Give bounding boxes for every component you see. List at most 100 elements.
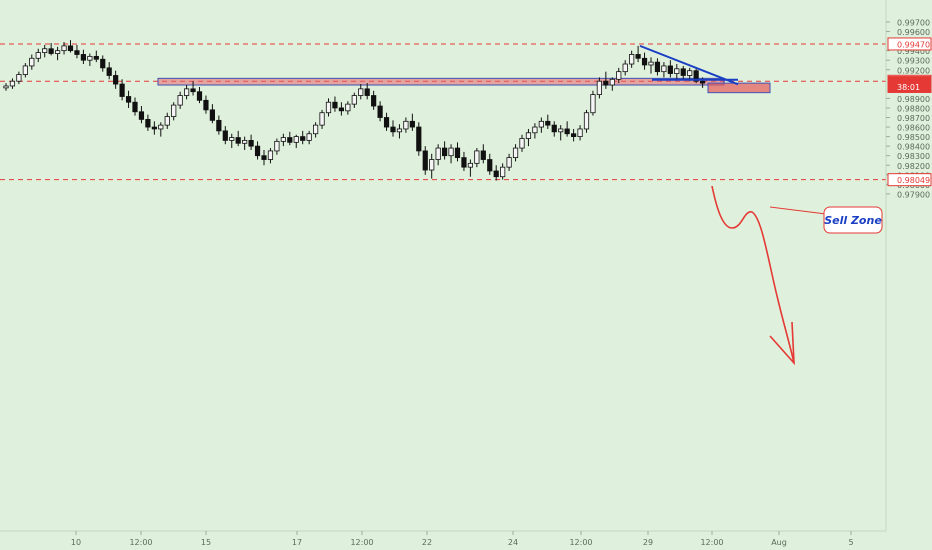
price-tick-label: 0.98400 (897, 143, 930, 152)
time-tick-label: 22 (422, 538, 432, 547)
candle-body (222, 130, 228, 141)
candle-body (551, 124, 557, 133)
candle-body (93, 55, 99, 60)
projection-arrowhead (769, 321, 795, 366)
candle-body (345, 103, 351, 112)
zones (157, 77, 771, 94)
candle-body (687, 70, 693, 76)
price-label-box (887, 37, 932, 51)
price-label-text: 38:01 (897, 83, 920, 92)
candle-body (609, 78, 615, 86)
candle-body (125, 96, 132, 103)
time-tick-label: 12:00 (350, 538, 373, 547)
candle-body (506, 157, 512, 168)
candle-body (622, 63, 628, 73)
candle-body (403, 120, 409, 130)
price-labels: 0.994700.990790.9906638:010.98049 (887, 37, 932, 187)
candle-body (229, 137, 235, 141)
candle-body (512, 147, 519, 159)
candle-body (583, 112, 590, 130)
candle-body (151, 126, 157, 130)
price-tick-label: 0.99700 (897, 19, 930, 28)
time-tick-label: 24 (508, 538, 518, 547)
candle-body (332, 101, 338, 109)
sell-zone-label: Sell Zone (824, 214, 882, 227)
candle-body (209, 109, 215, 121)
sell-zone-callout (823, 206, 883, 234)
candle-body (55, 50, 61, 54)
time-tick-label: 12:00 (700, 538, 723, 547)
candle-body (577, 128, 583, 138)
candle-body (571, 133, 577, 138)
candle-body (9, 80, 16, 87)
time-tick-label: Aug (771, 538, 787, 547)
candle-body (248, 140, 254, 147)
candle-body (635, 54, 641, 59)
candle-body (564, 128, 570, 135)
candle-body (190, 88, 196, 93)
candle-body (242, 140, 248, 144)
candle-body (67, 45, 74, 52)
candle-body (641, 57, 648, 66)
time-tick-label: 12:00 (129, 538, 152, 547)
candle-body (700, 80, 706, 84)
candle-body (325, 101, 332, 114)
candle-body (558, 128, 564, 133)
time-tick-label: 12:00 (569, 538, 592, 547)
candle-body (667, 65, 673, 74)
price-tick-label: 0.98200 (897, 162, 930, 171)
candle-body (216, 119, 222, 132)
time-tick-label: 5 (848, 538, 853, 547)
triangle-upper-line (639, 44, 739, 86)
price-label-text: 0.98049 (897, 176, 930, 185)
candle-body (487, 159, 493, 172)
time-tick-label: 15 (201, 538, 211, 547)
price-tick-label: 0.98500 (897, 133, 930, 142)
candle-body (29, 57, 35, 67)
candle-body (474, 150, 480, 164)
candle-body (364, 88, 370, 96)
candle-body (312, 124, 319, 135)
candle-body (267, 150, 274, 160)
candle-body (538, 120, 544, 128)
candle-body (338, 107, 345, 112)
candle-body (203, 99, 209, 111)
candle-body (287, 137, 293, 143)
price-tick-label: 0.99300 (897, 57, 930, 66)
candle-body (119, 83, 125, 97)
price-tick-label: 0.97900 (897, 190, 930, 199)
price-label-text: 0.99470 (897, 40, 930, 49)
candle-body (500, 166, 506, 178)
candle-body (35, 52, 41, 59)
time-tick-label: 29 (643, 538, 653, 547)
candle-body (100, 58, 106, 69)
candle-body (42, 48, 48, 53)
candle-body (3, 85, 9, 89)
candle-body (48, 48, 54, 54)
candle-body (274, 140, 280, 152)
candle-body (680, 68, 686, 76)
time-axis[interactable]: 10 12:00 15 17 12:00 22 24 12:00 29 12:00 Aug 5 (71, 531, 854, 547)
candle-body (293, 136, 299, 143)
candle-body (74, 50, 80, 55)
candle-body (132, 101, 138, 113)
candle-body (196, 91, 203, 101)
candle-body (138, 111, 145, 120)
candles (3, 40, 706, 181)
candle-body (519, 138, 525, 149)
candle-body (254, 145, 261, 157)
price-tick-label: 0.99400 (897, 47, 930, 56)
candle-body (467, 162, 474, 168)
price-tick-label: 0.98800 (897, 104, 930, 113)
time-tick-label: 10 (71, 538, 81, 547)
price-tick-label: 0.99600 (897, 28, 930, 37)
candle-body (693, 70, 699, 82)
candle-body (429, 159, 435, 171)
candle-body (390, 126, 396, 133)
candle-body (358, 88, 364, 96)
candle-body (106, 67, 112, 76)
candle-body (171, 104, 177, 117)
candle-body (183, 88, 190, 96)
candle-body (629, 54, 635, 65)
